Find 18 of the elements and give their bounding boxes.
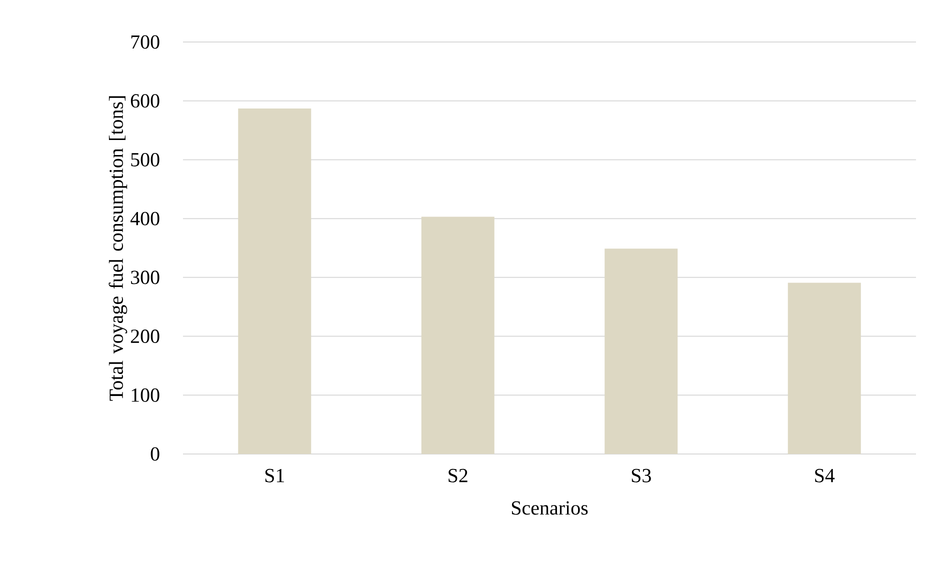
- y-tick-label: 200: [130, 330, 160, 344]
- y-tick-label: 0: [150, 447, 160, 461]
- bar: [604, 248, 678, 454]
- y-tick-label: 100: [132, 388, 160, 402]
- y-tick-label: 400: [130, 212, 160, 226]
- y-tick-label: 600: [130, 94, 160, 108]
- x-tick-label: S3: [632, 468, 651, 482]
- y-axis-title: Total voyage fuel consumption [tons]: [108, 96, 128, 401]
- y-tick-label: 300: [131, 270, 160, 284]
- bar: [238, 108, 312, 454]
- bar: [421, 216, 494, 454]
- y-tick-label: 500: [131, 152, 160, 166]
- x-tick-label: S1: [265, 468, 284, 482]
- y-tick-label: 700: [131, 35, 160, 49]
- x-axis-title: Scenarios: [512, 501, 588, 515]
- x-tick-label: S4: [815, 468, 835, 482]
- x-tick-label: S2: [448, 468, 468, 482]
- bar: [788, 282, 861, 454]
